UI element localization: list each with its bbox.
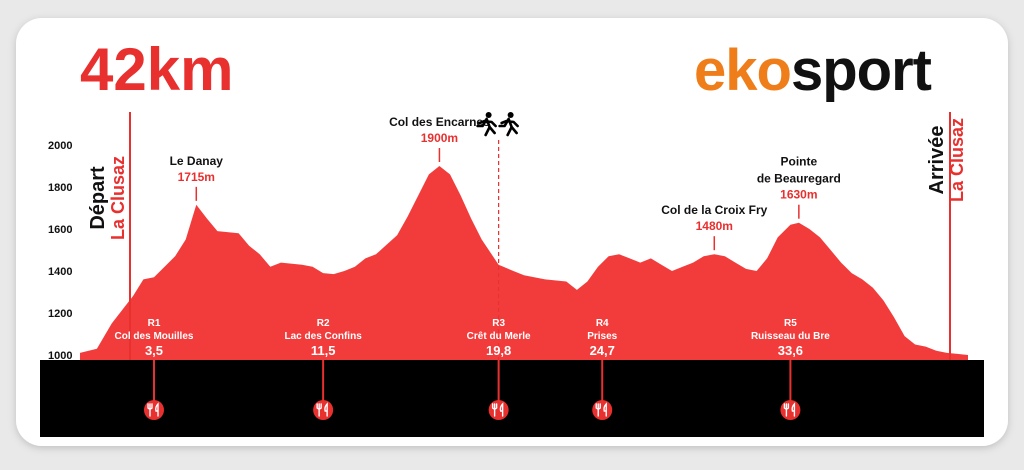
peak-altitude: 1480m	[696, 219, 733, 233]
y-tick-label: 1000	[48, 350, 72, 362]
svg-text:ekosport: ekosport	[694, 38, 932, 103]
start-label: Départ	[87, 166, 109, 230]
refreshment-code: R2	[317, 318, 330, 329]
refreshment-name: Prises	[587, 331, 617, 342]
peak-label: Col de la Croix Fry 1480m	[661, 203, 768, 251]
refreshment-name: Col des Mouilles	[115, 331, 194, 342]
refreshment-name: Lac des Confins	[285, 331, 363, 342]
peak-name: Col de la Croix Fry	[661, 203, 767, 217]
brand-logo-part-1: eko	[694, 38, 791, 103]
brand-logo: ekosport	[694, 38, 933, 103]
distance-title: 42km	[80, 36, 233, 103]
y-tick-label: 2000	[48, 140, 72, 152]
cutlery-icon	[313, 400, 334, 420]
cutlery-icon	[488, 400, 509, 420]
runner-icon	[476, 112, 497, 137]
refreshment-code: R3	[492, 318, 505, 329]
peak-name: Col des Encarnes	[389, 115, 490, 129]
peak-altitude: 1715m	[178, 170, 215, 184]
refreshment-code: R4	[596, 318, 609, 329]
peak-label: Pointe de Beauregard 1630m	[757, 155, 841, 219]
cutlery-icon	[144, 400, 164, 420]
peak-altitude: 1900m	[421, 131, 458, 145]
relay-marker	[476, 112, 519, 360]
y-tick-label: 1600	[48, 224, 72, 236]
finish-label: Arrivée	[926, 126, 948, 195]
refreshment-km: 3,5	[145, 343, 163, 358]
peak-name: Pointe	[781, 155, 818, 169]
peak-name: Le Danay	[170, 154, 224, 168]
course-track-bar	[40, 360, 984, 437]
y-axis: 1000 1200 1400 1600 1800 2000	[48, 140, 72, 362]
runners-icon	[476, 112, 519, 137]
refreshment-code: R1	[148, 318, 161, 329]
y-tick-label: 1800	[48, 182, 72, 194]
peak-label: Col des Encarnes 1900m	[389, 115, 490, 162]
brand-logo-part-2: sport	[791, 38, 932, 103]
peak-label: Le Danay 1715m	[170, 154, 224, 201]
start-marker: Départ La Clusaz	[87, 112, 131, 360]
peak-name: de Beauregard	[757, 172, 841, 186]
start-place: La Clusaz	[108, 156, 128, 240]
y-tick-label: 1400	[48, 266, 72, 278]
refreshment-name: Crêt du Merle	[467, 331, 531, 342]
refreshment-km: 11,5	[311, 343, 336, 358]
finish-place: La Clusaz	[947, 118, 967, 202]
refreshment-code: R5	[784, 318, 797, 329]
y-tick-label: 1200	[48, 308, 72, 320]
refreshment-name: Ruisseau du Bre	[751, 331, 830, 342]
runner-icon	[498, 112, 519, 137]
refreshment-km: 24,7	[590, 343, 615, 358]
finish-marker: Arrivée La Clusaz	[926, 112, 967, 360]
peak-altitude: 1630m	[780, 188, 817, 202]
refreshment-km: 33,6	[778, 343, 803, 358]
cutlery-icon	[592, 400, 613, 420]
cutlery-icon	[780, 400, 801, 420]
refreshment-km: 19,8	[486, 343, 511, 358]
elevation-profile-area	[80, 166, 968, 360]
